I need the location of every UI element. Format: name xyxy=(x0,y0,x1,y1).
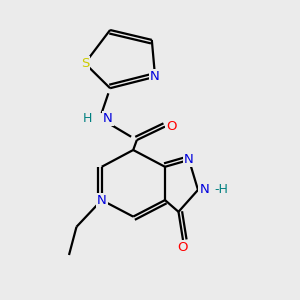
Text: O: O xyxy=(166,120,176,133)
Text: S: S xyxy=(81,57,89,70)
Text: N: N xyxy=(103,112,113,125)
Text: H: H xyxy=(83,112,92,125)
Text: N: N xyxy=(150,70,160,83)
Text: -H: -H xyxy=(214,183,228,196)
Text: N: N xyxy=(97,194,106,207)
Text: O: O xyxy=(178,241,188,254)
Text: N: N xyxy=(184,153,194,167)
Text: N: N xyxy=(200,183,209,196)
